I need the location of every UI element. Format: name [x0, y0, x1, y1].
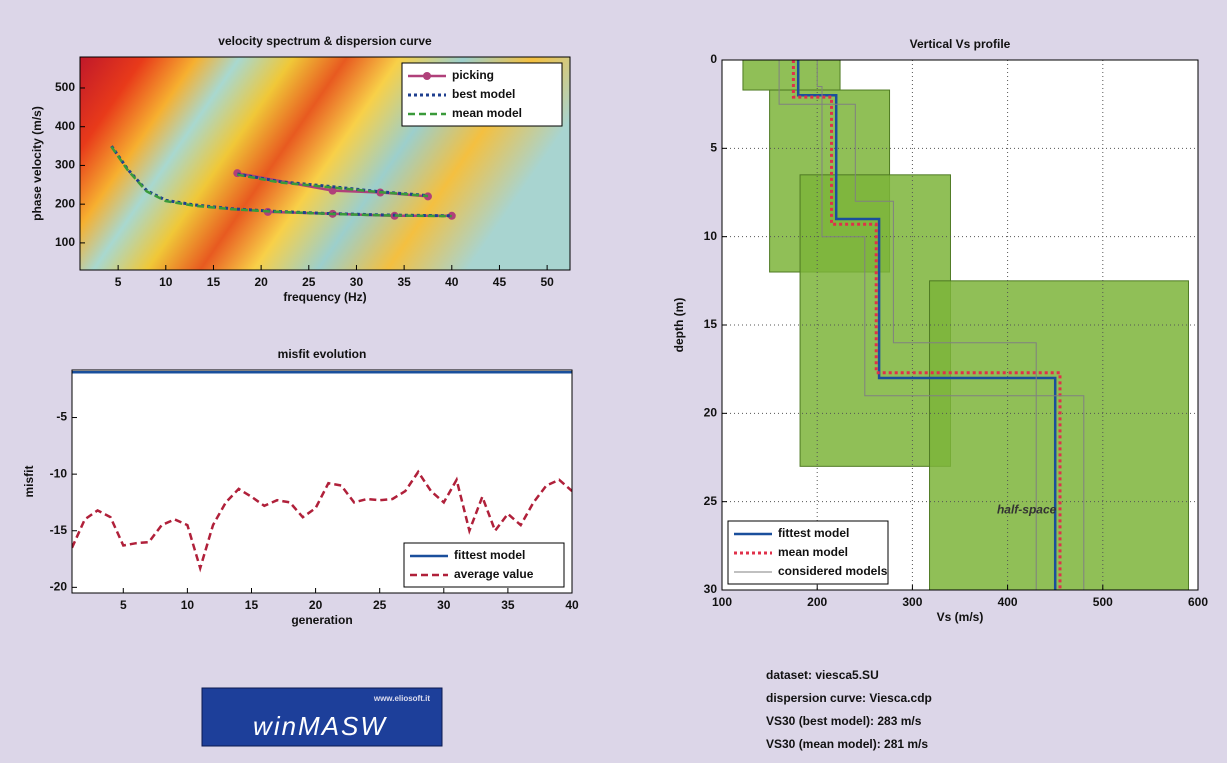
x-tick-label: 30	[437, 598, 451, 612]
plot-content	[110, 145, 456, 220]
legend-label: mean model	[778, 545, 848, 559]
x-tick-label: 35	[397, 275, 411, 289]
x-tick-label: 15	[207, 275, 221, 289]
series-marker	[328, 186, 337, 195]
x-tick-label: 200	[807, 595, 827, 609]
info-line: dispersion curve: Viesca.cdp	[766, 691, 932, 705]
logo-box	[201, 687, 443, 747]
y-tick-label: -15	[50, 523, 68, 537]
x-tick-label: 50	[540, 275, 554, 289]
series-line	[796, 60, 1057, 590]
plot-frame	[721, 59, 1199, 591]
x-tick-label: 100	[712, 595, 732, 609]
y-tick-label: 100	[55, 235, 75, 249]
y-tick-label: 10	[704, 229, 718, 243]
x-tick-label: 25	[302, 275, 316, 289]
legend: fittest model average value	[403, 542, 565, 588]
plot-frame	[71, 369, 573, 594]
series-line	[110, 146, 452, 218]
x-tick-label: 40	[565, 598, 579, 612]
x-tick-label: 300	[902, 595, 922, 609]
x-tick-label: 10	[181, 598, 195, 612]
legend-label: considered models	[778, 564, 888, 578]
logo: www.eliosoft.it winMASW	[201, 687, 443, 747]
y-tick-label: -10	[50, 466, 68, 480]
x-tick-label: 20	[309, 598, 323, 612]
y-tick-label: 200	[55, 196, 75, 210]
chart-title: velocity spectrum & dispersion curve	[218, 34, 432, 48]
plot-frame	[79, 56, 571, 271]
y-axis-label: misfit	[22, 465, 36, 497]
plot-content: half-space	[722, 60, 1198, 590]
x-tick-label: 400	[998, 595, 1018, 609]
x-axis-label: Vs (m/s)	[937, 610, 984, 624]
plot-content	[72, 371, 572, 573]
search-bound	[742, 60, 841, 91]
y-axis-label: phase velocity (m/s)	[30, 106, 44, 221]
x-tick-label: 30	[350, 275, 364, 289]
x-tick-label: 40	[445, 275, 459, 289]
y-tick-label: 300	[55, 158, 75, 172]
info-line: dataset: viesca5.SU	[766, 668, 879, 682]
y-tick-label: 25	[704, 494, 718, 508]
x-axis-label: generation	[291, 613, 352, 627]
y-tick-label: -5	[56, 410, 67, 424]
annotation: half-space	[997, 503, 1057, 517]
legend-marker	[423, 72, 431, 80]
series-line	[72, 469, 572, 573]
x-tick-label: 500	[1093, 595, 1113, 609]
legend-label: fittest model	[454, 548, 525, 562]
legend-label: best model	[452, 87, 515, 101]
legend-label: picking	[452, 68, 494, 82]
y-axis-label: depth (m)	[672, 298, 686, 353]
y-tick-label: 30	[704, 582, 718, 596]
y-tick-label: -20	[50, 580, 68, 594]
legend-label: mean model	[452, 106, 522, 120]
legend: fittest model mean model considered models	[727, 520, 889, 585]
x-tick-label: 25	[373, 598, 387, 612]
legend: picking best model mean model	[401, 62, 563, 127]
x-tick-label: 10	[159, 275, 173, 289]
legend-label: fittest model	[778, 526, 849, 540]
x-tick-label: 600	[1188, 595, 1208, 609]
logo-title: winMASW	[253, 711, 387, 741]
info-line: VS30 (best model): 283 m/s	[766, 714, 922, 728]
y-tick-label: 20	[704, 406, 718, 420]
x-tick-label: 5	[120, 598, 127, 612]
x-tick-label: 5	[115, 275, 122, 289]
y-tick-label: 0	[710, 52, 717, 66]
series-line	[791, 60, 1062, 590]
legend-box	[403, 542, 565, 588]
x-axis-label: frequency (Hz)	[283, 290, 366, 304]
chart: 5 10 15 20 25 30 35 40 45 50 100 200 300 400 500 veloci…	[30, 34, 571, 304]
y-tick-label: 15	[704, 317, 718, 331]
x-tick-label: 45	[493, 275, 507, 289]
chart: half-space 100 200 300 400 500 600 0 5 10 15 20 25 30…	[672, 37, 1208, 624]
series-line	[778, 60, 1085, 590]
chart: 5 10 15 20 25 30 35 40 -5 -10 -15 -20 misfit evoluti…	[22, 347, 579, 627]
chart-title: misfit evolution	[278, 347, 367, 361]
legend-label: average value	[454, 567, 534, 581]
y-tick-label: 500	[55, 80, 75, 94]
y-tick-label: 5	[710, 141, 717, 155]
info-line: VS30 (mean model): 281 m/s	[766, 737, 928, 751]
x-tick-label: 35	[501, 598, 515, 612]
info-panel: dataset: viesca5.SU dispersion curve: Vi…	[766, 668, 932, 751]
logo-url: www.eliosoft.it	[373, 694, 430, 703]
y-tick-label: 400	[55, 119, 75, 133]
x-tick-label: 20	[254, 275, 268, 289]
x-tick-label: 15	[245, 598, 259, 612]
chart-title: Vertical Vs profile	[910, 37, 1011, 51]
